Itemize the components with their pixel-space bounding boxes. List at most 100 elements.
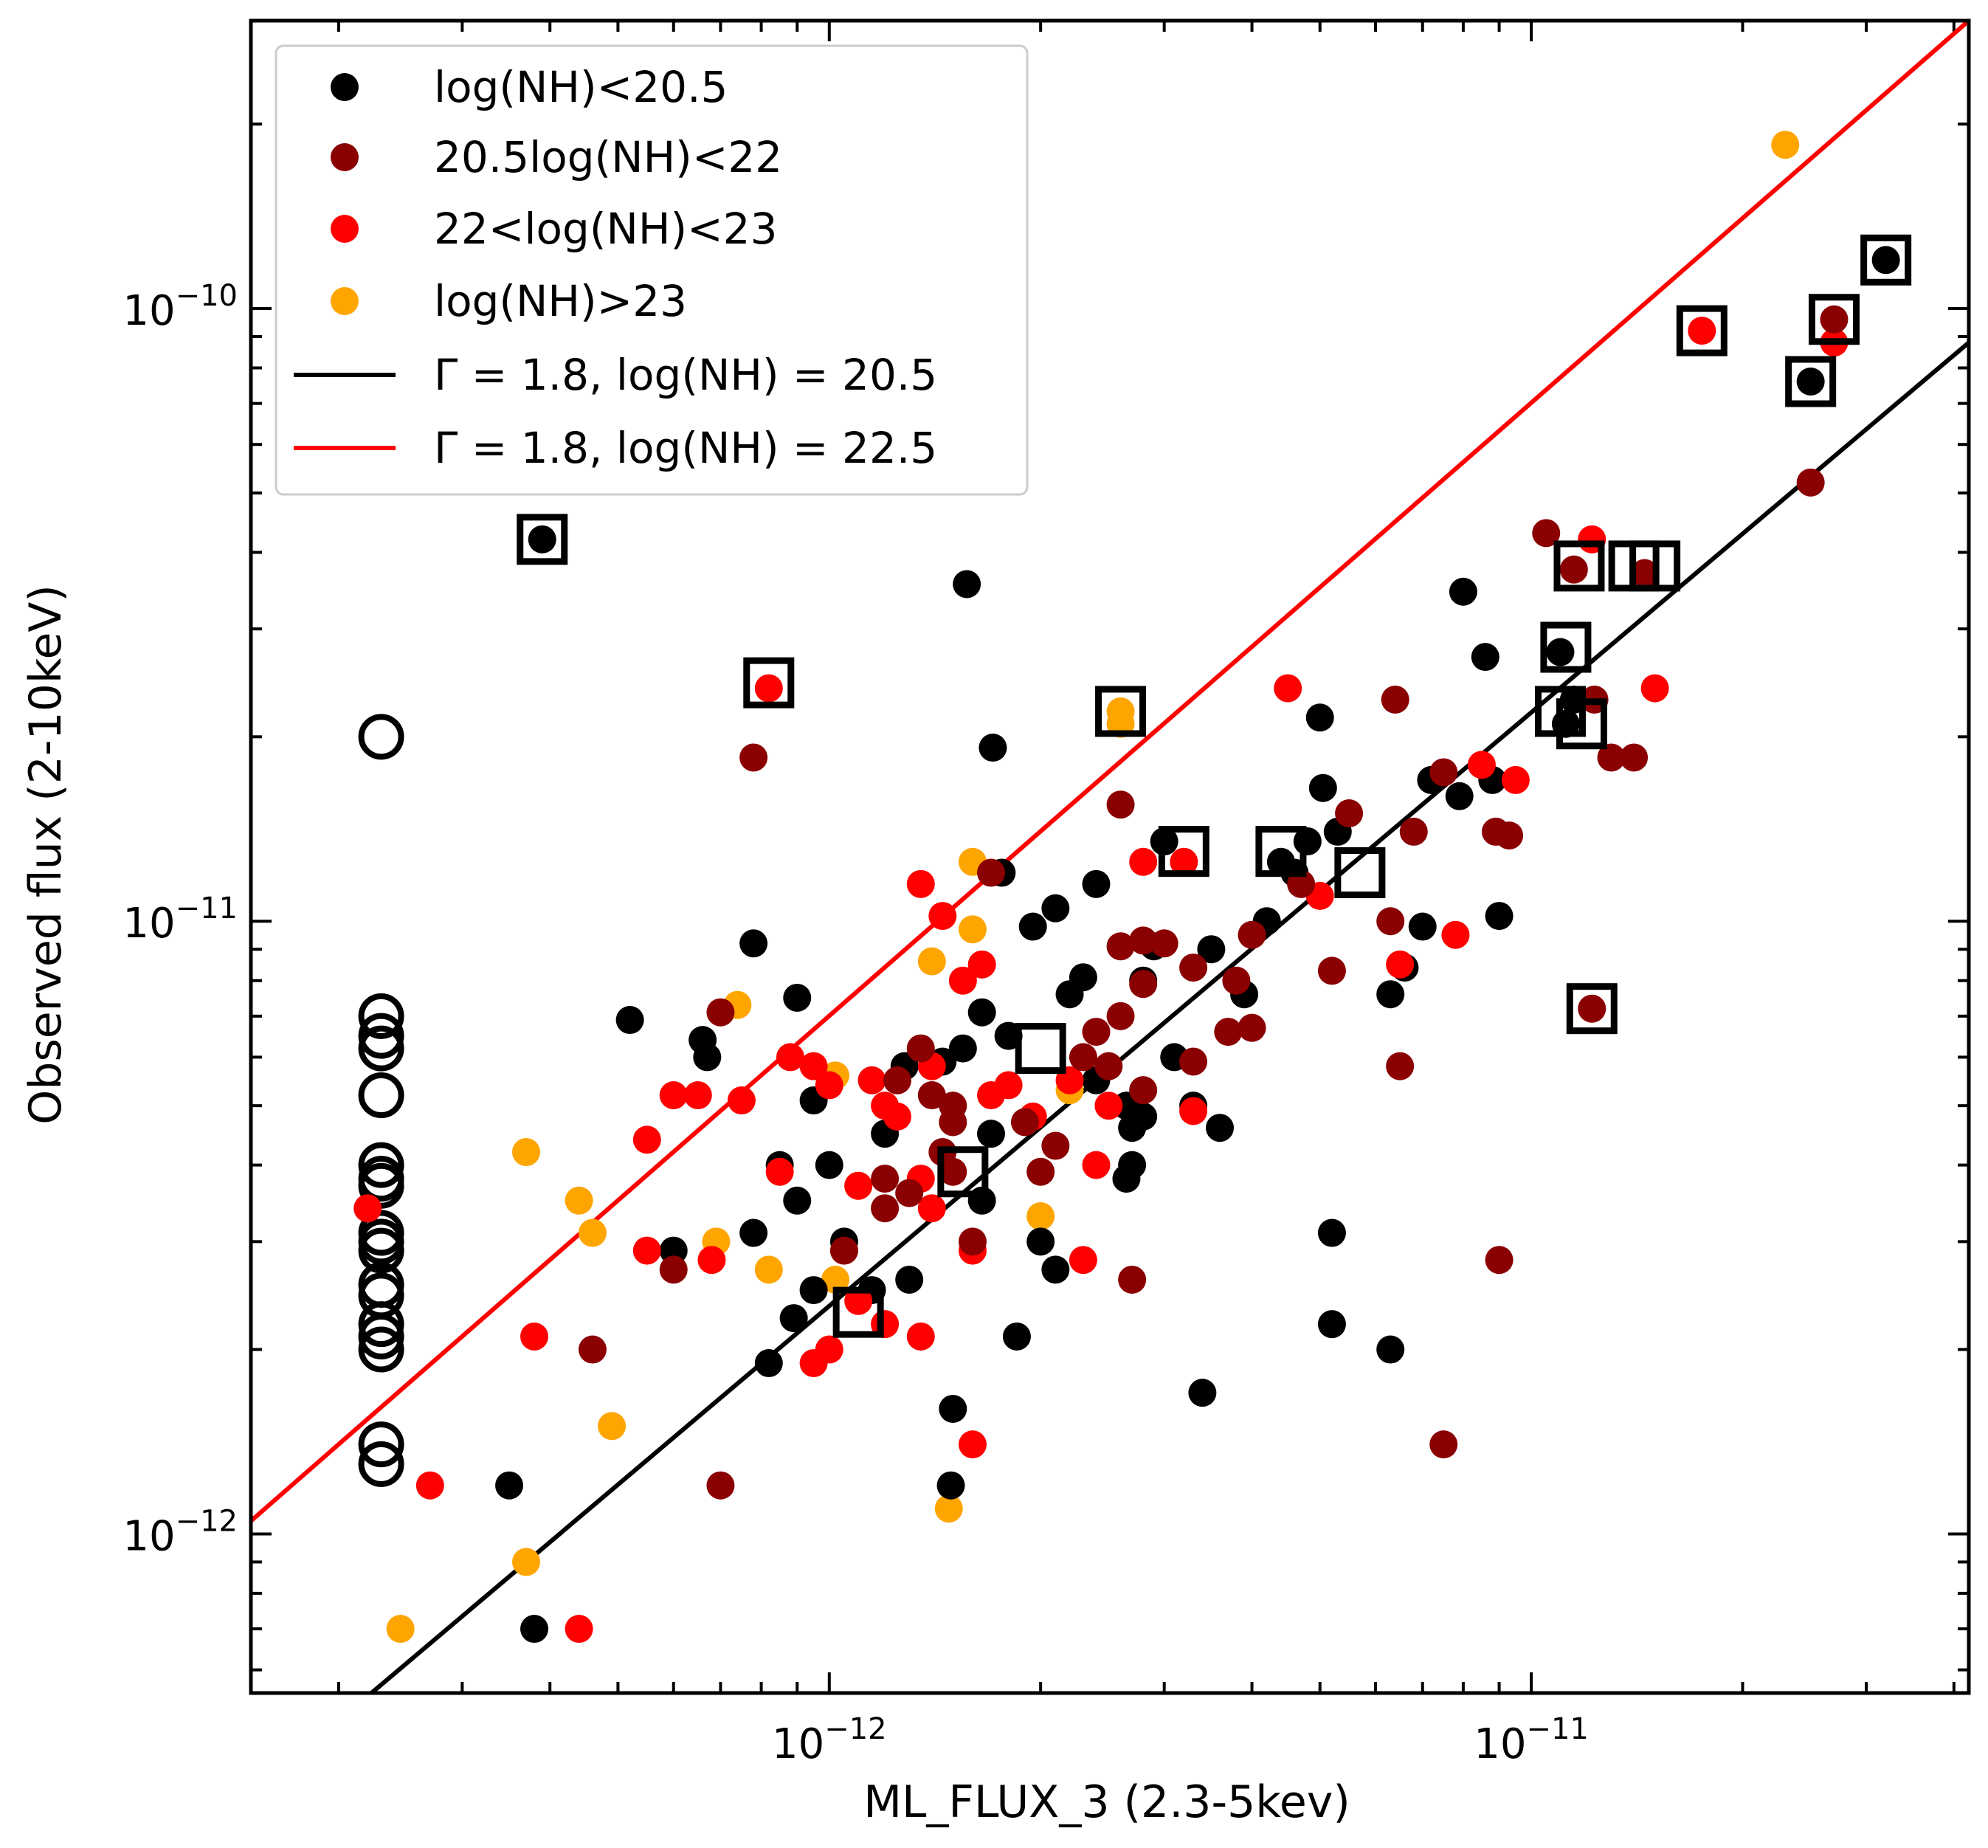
point-20-5log-nh-22 <box>659 1255 688 1284</box>
point-20-5log-nh-22 <box>1495 821 1524 850</box>
point-22-log-nh-23 <box>697 1246 726 1275</box>
point-22-log-nh-23 <box>994 1071 1023 1100</box>
point-20-5log-nh-22 <box>1238 1013 1266 1042</box>
point-log-nh-23 <box>1026 1201 1055 1230</box>
legend-marker-darkred <box>331 143 359 171</box>
point-20-5log-nh-22 <box>895 1179 924 1207</box>
point-20-5log-nh-22 <box>958 1227 987 1256</box>
legend-label: log(NH)>23 <box>434 276 687 326</box>
point-log-nh-23 <box>1771 131 1800 159</box>
point-22-log-nh-23 <box>1094 1092 1123 1120</box>
point-22-log-nh-23 <box>727 1086 756 1115</box>
point-20-5log-nh-22 <box>871 1194 900 1223</box>
point-20-5log-nh-22 <box>1386 1052 1415 1080</box>
point-log-nh-20-5 <box>754 1349 783 1378</box>
legend-entry-nh-gt-23: log(NH)>23 <box>331 276 687 326</box>
point-log-nh-20-5 <box>1376 980 1405 1009</box>
open-circle-point <box>358 1326 404 1373</box>
reference-line-1-8-log-nh-22-5 <box>251 21 1969 1523</box>
point-22-log-nh-23 <box>1467 751 1496 779</box>
point-log-nh-20-5 <box>1449 577 1477 606</box>
point-log-nh-20-5 <box>495 1471 524 1500</box>
point-20-5log-nh-22 <box>1106 932 1135 961</box>
point-22-log-nh-23 <box>799 1052 828 1080</box>
point-log-nh-23 <box>512 1138 541 1167</box>
x-axis-label: ML_FLUX_3 (2.3-5kev) <box>863 1776 1350 1828</box>
open-circle-point <box>358 1421 404 1468</box>
highlight-square <box>1158 826 1209 878</box>
legend-entry-nh-20-5-to-22: 20.5log(NH)<22 <box>331 132 782 182</box>
highlight-square <box>1334 847 1386 899</box>
highlight-square <box>1540 621 1592 673</box>
point-log-nh-23 <box>578 1218 607 1247</box>
point-22-log-nh-23 <box>928 902 957 931</box>
point-20-5log-nh-22 <box>1106 790 1135 819</box>
point-log-nh-23 <box>386 1615 415 1644</box>
point-log-nh-23 <box>512 1548 541 1576</box>
point-22-log-nh-23 <box>1179 1097 1208 1125</box>
plot-area <box>251 21 1969 1693</box>
point-22-log-nh-23 <box>906 1322 935 1351</box>
point-20-5log-nh-22 <box>1129 1076 1158 1105</box>
point-log-nh-20-5 <box>1871 246 1900 275</box>
point-log-nh-20-5 <box>615 1006 644 1035</box>
point-log-nh-20-5 <box>783 1186 812 1215</box>
point-22-log-nh-23 <box>683 1081 712 1110</box>
point-20-5log-nh-22 <box>1082 1018 1111 1047</box>
legend-entry-line-nh-20-5: Γ = 1.8, log(NH) = 20.5 <box>294 350 937 400</box>
open-circle-point <box>358 1142 404 1188</box>
point-20-5log-nh-22 <box>1630 559 1659 587</box>
point-log-nh-20-5 <box>520 1615 549 1644</box>
point-22-log-nh-23 <box>415 1471 444 1500</box>
point-log-nh-20-5 <box>1317 1218 1346 1247</box>
point-log-nh-20-5 <box>739 1218 768 1247</box>
point-20-5log-nh-22 <box>706 1471 735 1500</box>
point-22-log-nh-23 <box>958 1430 987 1459</box>
open-circle-point <box>358 1072 404 1119</box>
highlight-square <box>1785 356 1837 407</box>
point-log-nh-20-5 <box>967 998 996 1027</box>
highlight-square <box>1808 294 1860 345</box>
point-log-nh-20-5 <box>936 1471 965 1500</box>
point-20-5log-nh-22 <box>939 1108 967 1137</box>
point-22-log-nh-23 <box>844 1171 873 1200</box>
point-20-5log-nh-22 <box>939 1157 967 1186</box>
point-20-5log-nh-22 <box>1214 1018 1243 1047</box>
legend-label: 20.5log(NH)<22 <box>434 132 782 182</box>
point-20-5log-nh-22 <box>1559 555 1588 584</box>
point-22-log-nh-23 <box>967 950 996 979</box>
point-log-nh-20-5 <box>1546 638 1575 666</box>
highlight-square <box>1566 983 1618 1035</box>
point-log-nh-20-5 <box>1069 963 1097 992</box>
point-20-5log-nh-22 <box>1041 1131 1070 1160</box>
point-log-nh-23 <box>565 1186 593 1215</box>
point-22-log-nh-23 <box>659 1081 688 1110</box>
legend-label: Γ = 1.8, log(NH) = 20.5 <box>434 350 937 400</box>
x-tick-label: 10−11 <box>1474 1712 1589 1768</box>
point-log-nh-20-5 <box>1041 894 1070 923</box>
point-log-nh-20-5 <box>779 1304 808 1333</box>
point-log-nh-20-5 <box>1471 643 1499 672</box>
legend-entry-nh-lt-20-5: log(NH)<20.5 <box>331 62 728 112</box>
point-20-5log-nh-22 <box>883 1066 911 1094</box>
point-20-5log-nh-22 <box>1118 1265 1147 1294</box>
point-22-log-nh-23 <box>815 1071 843 1100</box>
point-log-nh-23 <box>958 915 987 944</box>
point-22-log-nh-23 <box>857 1066 886 1094</box>
point-log-nh-20-5 <box>1408 912 1437 941</box>
point-20-5log-nh-22 <box>1429 758 1458 787</box>
point-20-5log-nh-22 <box>1335 799 1364 828</box>
point-log-nh-20-5 <box>1188 1379 1217 1407</box>
point-20-5log-nh-22 <box>1381 685 1409 714</box>
point-log-nh-20-5 <box>1041 1255 1070 1284</box>
point-log-nh-20-5 <box>953 570 981 599</box>
point-log-nh-20-5 <box>1305 703 1334 732</box>
point-20-5log-nh-22 <box>977 858 1006 887</box>
point-20-5log-nh-22 <box>1150 929 1178 958</box>
point-log-nh-20-5 <box>1018 912 1047 941</box>
y-tick-label: 10−11 <box>122 892 238 948</box>
point-20-5log-nh-22 <box>1399 817 1428 846</box>
point-20-5log-nh-22 <box>1106 1001 1135 1030</box>
point-20-5log-nh-22 <box>906 1034 935 1063</box>
highlight-square <box>1015 1023 1066 1075</box>
